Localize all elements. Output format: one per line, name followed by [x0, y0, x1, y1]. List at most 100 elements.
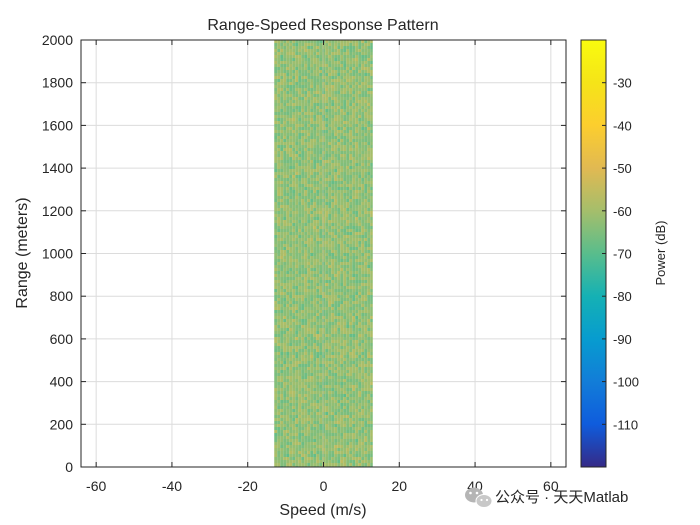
- heatmap-cell: [298, 43, 302, 46]
- heatmap-cell: [337, 82, 341, 85]
- heatmap-cell: [340, 61, 344, 64]
- heatmap-cell: [340, 190, 344, 193]
- heatmap-cell: [316, 124, 320, 127]
- heatmap-cell: [319, 418, 323, 421]
- heatmap-cell: [328, 124, 332, 127]
- heatmap-cell: [289, 202, 293, 205]
- heatmap-cell: [352, 133, 356, 136]
- heatmap-cell: [307, 382, 311, 385]
- heatmap-cell: [310, 148, 314, 151]
- heatmap-cell: [340, 391, 344, 394]
- heatmap-cell: [370, 175, 373, 178]
- heatmap-cell: [280, 184, 284, 187]
- heatmap-cell: [280, 199, 284, 202]
- heatmap-cell: [307, 448, 311, 451]
- heatmap-cell: [289, 109, 293, 112]
- heatmap-cell: [298, 133, 302, 136]
- heatmap-cell: [337, 217, 341, 220]
- heatmap-cell: [313, 334, 317, 337]
- heatmap-cell: [286, 145, 290, 148]
- heatmap-cell: [280, 175, 284, 178]
- heatmap-cell: [328, 316, 332, 319]
- heatmap-cell: [319, 241, 323, 244]
- heatmap-cell: [337, 199, 341, 202]
- heatmap-cell: [292, 391, 296, 394]
- heatmap-cell: [328, 109, 332, 112]
- heatmap-cell: [361, 241, 365, 244]
- heatmap-cell: [292, 67, 296, 70]
- heatmap-cell: [298, 139, 302, 142]
- heatmap-cell: [358, 229, 362, 232]
- heatmap-cell: [292, 262, 296, 265]
- heatmap-cell: [280, 70, 284, 73]
- heatmap-cell: [313, 130, 317, 133]
- heatmap-cell: [319, 46, 323, 49]
- heatmap-cell: [289, 235, 293, 238]
- heatmap-cell: [286, 49, 290, 52]
- heatmap-cell: [307, 427, 311, 430]
- heatmap-cell: [370, 250, 373, 253]
- heatmap-cell: [298, 160, 302, 163]
- heatmap-cell: [346, 304, 350, 307]
- heatmap-cell: [319, 163, 323, 166]
- heatmap-cell: [274, 325, 278, 328]
- heatmap-cell: [298, 268, 302, 271]
- heatmap-cell: [289, 67, 293, 70]
- heatmap-cell: [331, 286, 335, 289]
- heatmap-cell: [301, 70, 305, 73]
- heatmap-cell: [343, 331, 347, 334]
- heatmap-cell: [343, 367, 347, 370]
- heatmap-cell: [328, 223, 332, 226]
- heatmap-cell: [340, 244, 344, 247]
- heatmap-cell: [352, 451, 356, 454]
- heatmap-cell: [304, 247, 308, 250]
- heatmap-cell: [280, 88, 284, 91]
- heatmap-cell: [286, 325, 290, 328]
- heatmap-cell: [349, 124, 353, 127]
- heatmap-cell: [298, 247, 302, 250]
- heatmap-cell: [358, 154, 362, 157]
- heatmap-cell: [274, 73, 278, 76]
- heatmap-cell: [331, 232, 335, 235]
- heatmap-cell: [352, 85, 356, 88]
- heatmap-cell: [343, 448, 347, 451]
- heatmap-cell: [325, 97, 329, 100]
- heatmap-cell: [328, 409, 332, 412]
- heatmap-cell: [298, 412, 302, 415]
- heatmap-cell: [343, 442, 347, 445]
- heatmap-cell: [346, 205, 350, 208]
- heatmap-cell: [349, 193, 353, 196]
- heatmap-cell: [361, 463, 365, 466]
- heatmap-cell: [316, 256, 320, 259]
- heatmap-cell: [295, 451, 299, 454]
- heatmap-cell: [301, 430, 305, 433]
- heatmap-cell: [349, 316, 353, 319]
- heatmap-cell: [343, 349, 347, 352]
- heatmap-cell: [280, 94, 284, 97]
- heatmap-cell: [349, 202, 353, 205]
- heatmap-cell: [283, 79, 287, 82]
- heatmap-cell: [346, 364, 350, 367]
- heatmap-cell: [325, 82, 329, 85]
- heatmap-cell: [349, 220, 353, 223]
- heatmap-cell: [319, 448, 323, 451]
- heatmap-cell: [313, 361, 317, 364]
- heatmap-cell: [331, 394, 335, 397]
- heatmap-cell: [277, 331, 281, 334]
- heatmap-cell: [313, 277, 317, 280]
- heatmap-cell: [334, 352, 338, 355]
- heatmap-cell: [313, 142, 317, 145]
- heatmap-cell: [313, 322, 317, 325]
- heatmap-cell: [346, 169, 350, 172]
- heatmap-cell: [280, 82, 284, 85]
- heatmap-cell: [355, 67, 359, 70]
- heatmap-cell: [274, 352, 278, 355]
- heatmap-cell: [295, 163, 299, 166]
- heatmap-cell: [328, 400, 332, 403]
- heatmap-cell: [361, 388, 365, 391]
- heatmap-cell: [277, 439, 281, 442]
- heatmap-cell: [274, 154, 278, 157]
- heatmap-cell: [346, 151, 350, 154]
- heatmap-cell: [331, 199, 335, 202]
- heatmap-cell: [370, 283, 373, 286]
